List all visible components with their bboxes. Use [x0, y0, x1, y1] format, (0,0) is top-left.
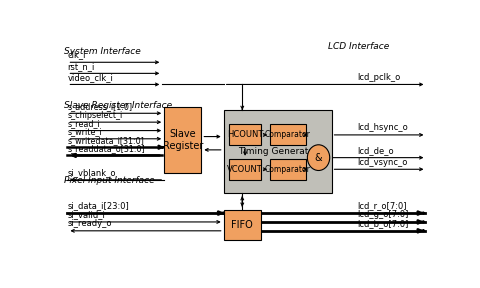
- Text: lcd_de_o: lcd_de_o: [358, 146, 394, 155]
- Text: s_address_i[1:0]: s_address_i[1:0]: [67, 102, 132, 111]
- Text: FIFO: FIFO: [231, 220, 253, 230]
- Text: System Interface: System Interface: [64, 47, 141, 56]
- Text: Slave Register Interface: Slave Register Interface: [64, 101, 172, 110]
- Text: si_vblank_o: si_vblank_o: [67, 168, 116, 177]
- Text: si_ready_o: si_ready_o: [67, 219, 112, 228]
- Bar: [270, 124, 305, 145]
- Text: Slave
Register: Slave Register: [163, 129, 203, 151]
- Ellipse shape: [307, 145, 330, 170]
- Text: lcd_g_o[7:0]: lcd_g_o[7:0]: [358, 210, 409, 219]
- Text: video_clk_i: video_clk_i: [67, 73, 113, 82]
- Text: &: &: [315, 153, 323, 163]
- Bar: [270, 159, 305, 180]
- Text: lcd_vsync_o: lcd_vsync_o: [358, 158, 408, 167]
- Text: rst_n_i: rst_n_i: [67, 62, 95, 71]
- Text: Comparator: Comparator: [265, 130, 311, 139]
- Text: Timing Generator: Timing Generator: [238, 147, 317, 156]
- Text: si_data_i[23:0]: si_data_i[23:0]: [67, 201, 129, 211]
- Text: s_chipselect_i: s_chipselect_i: [67, 111, 123, 120]
- Text: Comparator: Comparator: [265, 165, 311, 174]
- Bar: [224, 210, 261, 240]
- Text: s_readdata_o[31:0]: s_readdata_o[31:0]: [67, 144, 145, 153]
- Text: s_read_i: s_read_i: [67, 119, 100, 128]
- Text: lcd_pclk_o: lcd_pclk_o: [358, 73, 401, 82]
- Bar: [229, 159, 261, 180]
- Text: HCOUNT: HCOUNT: [227, 130, 263, 139]
- Text: VCOUNT: VCOUNT: [227, 165, 263, 174]
- Bar: [229, 124, 261, 145]
- Text: si_valid_i: si_valid_i: [67, 210, 105, 219]
- Text: lcd_hsync_o: lcd_hsync_o: [358, 123, 408, 132]
- Text: clk_i: clk_i: [67, 51, 86, 60]
- Text: s_write_i: s_write_i: [67, 127, 102, 136]
- Bar: [224, 110, 332, 193]
- Bar: [164, 107, 202, 173]
- Text: LCD Interface: LCD Interface: [328, 42, 389, 51]
- Text: lcd_r_o[7:0]: lcd_r_o[7:0]: [358, 201, 407, 211]
- Text: s_writedata_i[31:0]: s_writedata_i[31:0]: [67, 136, 144, 145]
- Text: Pixel Input Interface: Pixel Input Interface: [64, 177, 155, 185]
- Text: lcd_b_o[7:0]: lcd_b_o[7:0]: [358, 219, 409, 228]
